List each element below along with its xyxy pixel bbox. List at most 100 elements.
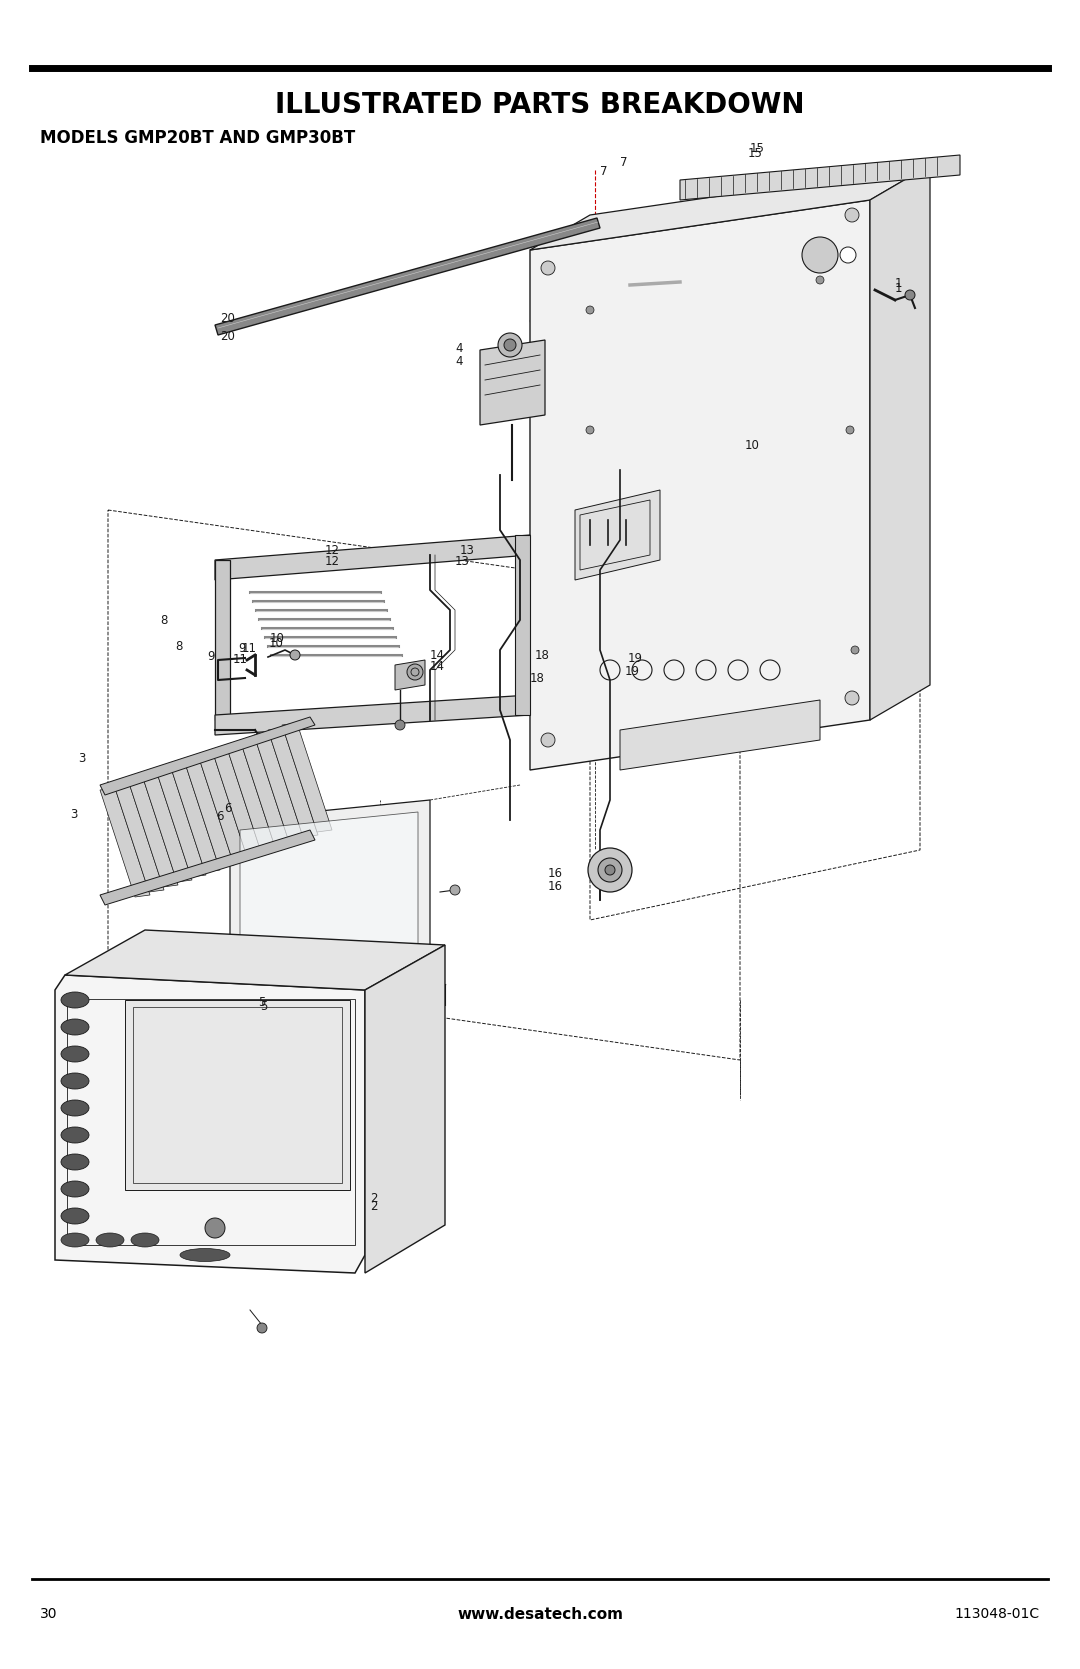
Text: 4: 4 [455, 342, 462, 354]
Polygon shape [156, 768, 206, 876]
Polygon shape [268, 728, 318, 836]
Text: 14: 14 [430, 649, 445, 661]
Polygon shape [215, 694, 530, 734]
Polygon shape [530, 200, 870, 769]
Ellipse shape [60, 1127, 89, 1143]
Text: 2: 2 [370, 1192, 378, 1205]
Text: 7: 7 [620, 155, 627, 169]
Text: 16: 16 [548, 866, 563, 880]
Circle shape [905, 290, 915, 300]
Text: 13: 13 [460, 544, 475, 556]
Ellipse shape [96, 1233, 124, 1247]
Text: 3: 3 [78, 751, 85, 764]
Polygon shape [65, 930, 445, 990]
Ellipse shape [60, 1208, 89, 1223]
Text: 18: 18 [535, 649, 550, 661]
Text: 12: 12 [325, 544, 340, 556]
Polygon shape [365, 945, 445, 1273]
Text: 19: 19 [625, 664, 640, 678]
Polygon shape [515, 536, 530, 714]
Circle shape [291, 649, 300, 659]
Polygon shape [226, 743, 276, 851]
Polygon shape [215, 561, 230, 719]
Circle shape [845, 209, 859, 222]
Text: 7: 7 [600, 165, 607, 179]
Ellipse shape [131, 1233, 159, 1247]
Ellipse shape [60, 1100, 89, 1117]
Polygon shape [55, 975, 365, 1273]
Text: 18: 18 [530, 673, 545, 684]
Polygon shape [212, 748, 262, 856]
Polygon shape [198, 753, 248, 861]
Text: 5: 5 [258, 995, 266, 1008]
Circle shape [845, 691, 859, 704]
Text: 1: 1 [895, 277, 903, 290]
Circle shape [802, 237, 838, 274]
Text: 12: 12 [325, 556, 340, 567]
Polygon shape [129, 778, 178, 886]
Polygon shape [300, 980, 440, 1010]
Polygon shape [240, 813, 418, 996]
Text: 3: 3 [70, 808, 78, 821]
Polygon shape [395, 659, 426, 689]
Text: www.desatech.com: www.desatech.com [457, 1607, 623, 1622]
Polygon shape [170, 763, 220, 871]
Polygon shape [282, 723, 332, 833]
Text: 15: 15 [748, 147, 762, 160]
Polygon shape [100, 788, 150, 896]
Ellipse shape [60, 1182, 89, 1197]
Text: 4: 4 [455, 355, 462, 367]
Text: MODELS GMP20BT AND GMP30BT: MODELS GMP20BT AND GMP30BT [40, 129, 355, 147]
Circle shape [586, 305, 594, 314]
Text: 10: 10 [745, 439, 760, 452]
Text: 10: 10 [270, 633, 285, 644]
Circle shape [605, 865, 615, 875]
Text: 113048-01C: 113048-01C [955, 1607, 1040, 1621]
Text: 2: 2 [370, 1200, 378, 1213]
Text: 5: 5 [260, 1000, 268, 1013]
Circle shape [851, 646, 859, 654]
Text: 11: 11 [242, 641, 257, 654]
Circle shape [407, 664, 423, 679]
Text: 6: 6 [216, 809, 224, 823]
Circle shape [498, 334, 522, 357]
Polygon shape [100, 829, 315, 905]
Polygon shape [620, 699, 820, 769]
Circle shape [840, 247, 856, 264]
Text: 30: 30 [40, 1607, 57, 1621]
Polygon shape [141, 773, 192, 881]
Polygon shape [114, 783, 164, 891]
Text: 14: 14 [430, 659, 445, 673]
Polygon shape [125, 1000, 350, 1190]
Text: 20: 20 [220, 330, 234, 344]
Circle shape [541, 260, 555, 275]
Text: 8: 8 [160, 614, 167, 626]
Circle shape [450, 885, 460, 895]
Polygon shape [870, 165, 930, 719]
Circle shape [586, 426, 594, 434]
Text: 16: 16 [548, 880, 563, 893]
Circle shape [504, 339, 516, 350]
Circle shape [588, 848, 632, 891]
Circle shape [205, 1218, 225, 1238]
Polygon shape [680, 155, 960, 200]
Text: 19: 19 [627, 651, 643, 664]
Text: 9: 9 [207, 649, 215, 663]
Ellipse shape [180, 1248, 230, 1262]
Circle shape [541, 733, 555, 748]
Text: 20: 20 [220, 312, 234, 324]
Ellipse shape [60, 1046, 89, 1061]
Circle shape [257, 1324, 267, 1334]
Text: 15: 15 [750, 142, 765, 155]
Polygon shape [230, 799, 430, 1010]
Text: 6: 6 [224, 801, 231, 814]
Polygon shape [575, 491, 660, 581]
Circle shape [598, 858, 622, 881]
Ellipse shape [60, 1073, 89, 1088]
Ellipse shape [60, 1233, 89, 1247]
Circle shape [395, 719, 405, 729]
Text: ILLUSTRATED PARTS BREAKDOWN: ILLUSTRATED PARTS BREAKDOWN [275, 92, 805, 118]
Text: 11: 11 [233, 653, 248, 666]
Polygon shape [530, 165, 930, 250]
Text: 1: 1 [895, 282, 903, 294]
